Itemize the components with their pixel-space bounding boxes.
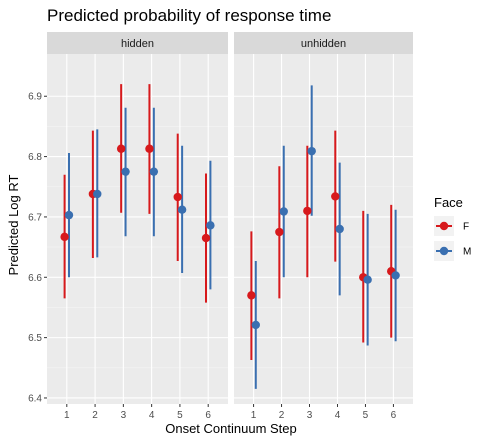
panel-hidden: hidden 1 2 3 4 5 6 [47, 32, 228, 421]
point-F [331, 192, 340, 201]
x-tick-label: 6 [205, 410, 211, 421]
y-tick-label: 6.9 [28, 92, 42, 103]
point-F [275, 227, 284, 237]
x-tick-label: 5 [177, 410, 183, 421]
point-F [247, 291, 256, 300]
y-axis: 6.4 6.5 6.6 6.7 6.8 6.9 [28, 92, 47, 404]
point-M [149, 167, 159, 176]
legend-label-M: M [463, 247, 471, 258]
y-tick-label: 6.4 [28, 393, 42, 404]
x-tick-label: 5 [363, 410, 369, 421]
point-F [116, 144, 126, 153]
x-tick-label: 6 [391, 410, 397, 421]
point-F [303, 206, 312, 216]
x-tick-label: 2 [92, 410, 98, 421]
y-axis-title: Predicted Log RT [6, 174, 21, 275]
panel-unhidden: unhidden 1 2 3 4 5 6 [234, 32, 413, 421]
chart-panels: hidden 1 2 3 4 5 6 unhidden 1 2 3 4 5 6 [47, 32, 413, 421]
y-tick-label: 6.7 [28, 212, 42, 223]
x-tick-label: 1 [251, 410, 257, 421]
point-M [279, 207, 288, 216]
x-tick-label: 4 [335, 410, 341, 421]
legend-point-F [439, 221, 449, 231]
point-F [173, 192, 182, 202]
point-M [206, 221, 215, 230]
point-M [121, 167, 130, 176]
x-tick-label: 2 [279, 410, 285, 421]
legend: Face F M [434, 195, 471, 261]
legend-label-F: F [463, 222, 469, 233]
x-tick-label: 1 [64, 410, 70, 421]
y-tick-label: 6.8 [28, 152, 42, 163]
strip-label: hidden [121, 38, 154, 50]
x-axis-title: Onset Continuum Step [165, 421, 297, 436]
point-M [177, 205, 187, 214]
strip-unhidden [234, 32, 413, 54]
chart-title: Predicted probability of response time [47, 6, 331, 25]
point-M [335, 224, 344, 234]
point-M [391, 271, 400, 280]
y-tick-label: 6.5 [28, 333, 42, 344]
panel-background [234, 54, 413, 404]
panel-background [47, 54, 228, 404]
point-M [251, 320, 260, 330]
x-tick-label: 3 [307, 410, 313, 421]
point-M [64, 210, 74, 220]
strip-hidden [47, 32, 228, 54]
point-F [201, 233, 211, 243]
point-M [363, 275, 372, 284]
strip-label: unhidden [301, 38, 346, 50]
point-M [93, 189, 102, 199]
point-F [60, 232, 69, 242]
y-tick-label: 6.6 [28, 273, 42, 284]
point-M [307, 146, 316, 156]
legend-point-M [439, 246, 449, 256]
x-tick-label: 4 [149, 410, 155, 421]
point-F [145, 144, 154, 153]
legend-title: Face [434, 195, 463, 210]
x-tick-label: 3 [121, 410, 127, 421]
